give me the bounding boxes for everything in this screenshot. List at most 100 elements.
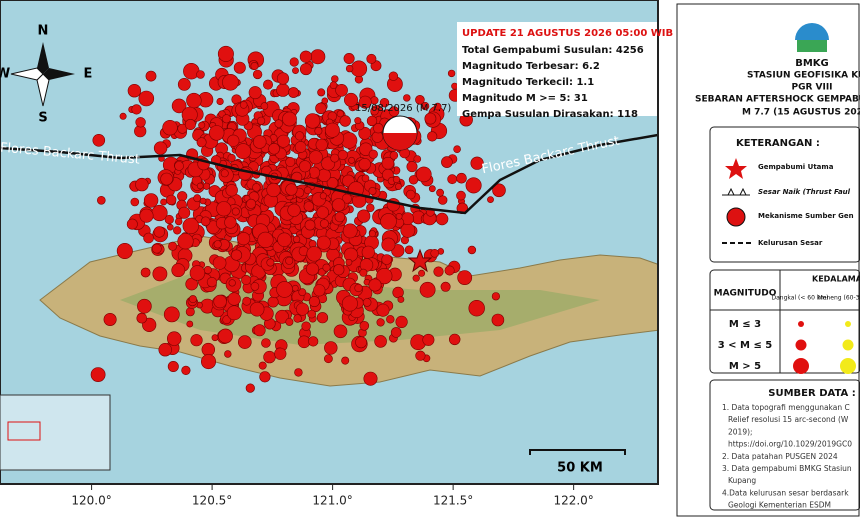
mainshock-star <box>407 248 433 273</box>
aftershock-dot <box>456 172 467 184</box>
aftershock-dot <box>343 52 355 64</box>
aftershock-dot <box>235 143 252 160</box>
aftershock-dot <box>319 192 327 200</box>
aftershock-dot <box>491 292 501 301</box>
aftershock-dot <box>339 115 351 127</box>
aftershock-dot <box>196 70 205 79</box>
scale-bar <box>529 449 626 455</box>
aftershock-dot <box>341 193 352 204</box>
aftershock-dot <box>449 333 461 346</box>
aftershock-dot <box>212 256 227 270</box>
aftershock-dot <box>185 307 195 317</box>
aftershock-dot <box>171 263 186 278</box>
aftershock-dot <box>274 119 283 128</box>
aftershock-dot <box>397 296 405 303</box>
aftershock-dot <box>230 249 243 261</box>
aftershock-dot <box>177 78 191 91</box>
aftershock-dot <box>201 354 217 370</box>
aftershock-dot <box>137 298 152 314</box>
fault-line <box>0 133 658 215</box>
aftershock-dot <box>92 134 106 147</box>
aftershock-dot <box>348 156 355 164</box>
aftershock-dot <box>413 155 422 163</box>
aftershock-dot <box>405 189 416 200</box>
aftershock-dot <box>138 90 155 107</box>
aftershock-dot <box>394 183 402 191</box>
aftershock-dot <box>288 87 299 98</box>
compass-w: W <box>0 67 10 82</box>
aftershock-dot <box>390 327 402 338</box>
aftershock-dot <box>295 131 305 141</box>
aftershock-dot <box>203 265 212 274</box>
aftershock-dot <box>395 315 408 329</box>
aftershock-dot <box>415 350 426 361</box>
aftershock-dot <box>261 338 271 348</box>
mainshock-label: 15/08/2026 (M 7.7) <box>355 103 451 114</box>
aftershock-dot <box>298 288 307 297</box>
aftershock-dot <box>213 240 222 249</box>
aftershock-dot <box>260 102 269 110</box>
aftershock-dot <box>299 63 312 76</box>
aftershock-dot <box>404 245 414 255</box>
aftershock-dot <box>158 343 172 357</box>
aftershock-dot <box>140 267 151 278</box>
aftershock-dot <box>177 233 194 250</box>
aftershock-dot <box>376 318 385 327</box>
legend-item: Kelurusan Sesar <box>758 239 823 247</box>
aftershock-dot <box>329 81 338 89</box>
aftershock-dot <box>422 333 435 346</box>
bmkg-logo-base <box>797 40 827 52</box>
aftershock-dot <box>227 292 241 306</box>
aftershock-dot <box>186 92 202 109</box>
inset-map <box>0 394 111 471</box>
aftershock-dot <box>324 122 340 138</box>
aftershock-dot <box>324 341 338 355</box>
aftershock-dot <box>227 134 240 147</box>
depth-title: KEDALAMA <box>812 275 860 284</box>
legend-item: Mekanisme Sumber Gen <box>758 212 854 220</box>
aftershock-dot <box>386 315 395 324</box>
lon-tick-label: 121.5° <box>433 494 473 508</box>
aftershock-dot <box>291 284 299 292</box>
aftershock-dot <box>190 334 203 347</box>
aftershock-dot <box>285 157 296 168</box>
aftershock-dot <box>406 161 418 173</box>
aftershock-dot <box>317 268 326 276</box>
aftershock-dot <box>245 383 255 393</box>
aftershock-dot <box>345 258 353 266</box>
aftershock-dot <box>359 320 370 331</box>
aftershock-dot <box>321 97 329 105</box>
aftershock-dot <box>237 232 251 246</box>
aftershock-dot <box>126 218 138 230</box>
aftershock-dot <box>355 336 367 349</box>
source-line: https://doi.org/10.1029/2019GC0 <box>728 440 852 449</box>
size-yellow <box>845 321 851 327</box>
logo-text: BMKG <box>795 58 829 69</box>
aftershock-dot <box>308 336 319 347</box>
depth-col: Dangkal (< 60 km) <box>771 295 828 302</box>
aftershock-dot <box>366 203 375 213</box>
aftershock-dot <box>285 183 298 196</box>
aftershock-dot <box>294 368 303 377</box>
compass-e: E <box>84 67 93 82</box>
aftershock-dot <box>250 61 259 70</box>
aftershock-dot <box>226 305 242 321</box>
aftershock-dot <box>206 277 217 288</box>
aftershock-dot <box>198 121 206 129</box>
bmkg-logo-mark <box>795 23 829 40</box>
aftershock-dot <box>361 174 370 183</box>
aftershock-dot <box>354 283 363 293</box>
aftershock-dot <box>131 104 142 115</box>
aftershock-dot <box>182 217 200 235</box>
aftershock-dot <box>257 231 274 248</box>
aftershock-dot <box>250 282 260 291</box>
source-title: SUMBER DATA : <box>768 388 855 399</box>
aftershock-dot <box>188 295 197 304</box>
aftershock-dot <box>274 347 287 360</box>
aftershock-dot <box>451 82 458 90</box>
aftershock-dot <box>193 194 202 203</box>
aftershock-dot <box>358 126 372 140</box>
aftershock-dot <box>333 264 345 276</box>
aftershock-dot <box>298 160 311 173</box>
inset-box <box>7 421 41 441</box>
